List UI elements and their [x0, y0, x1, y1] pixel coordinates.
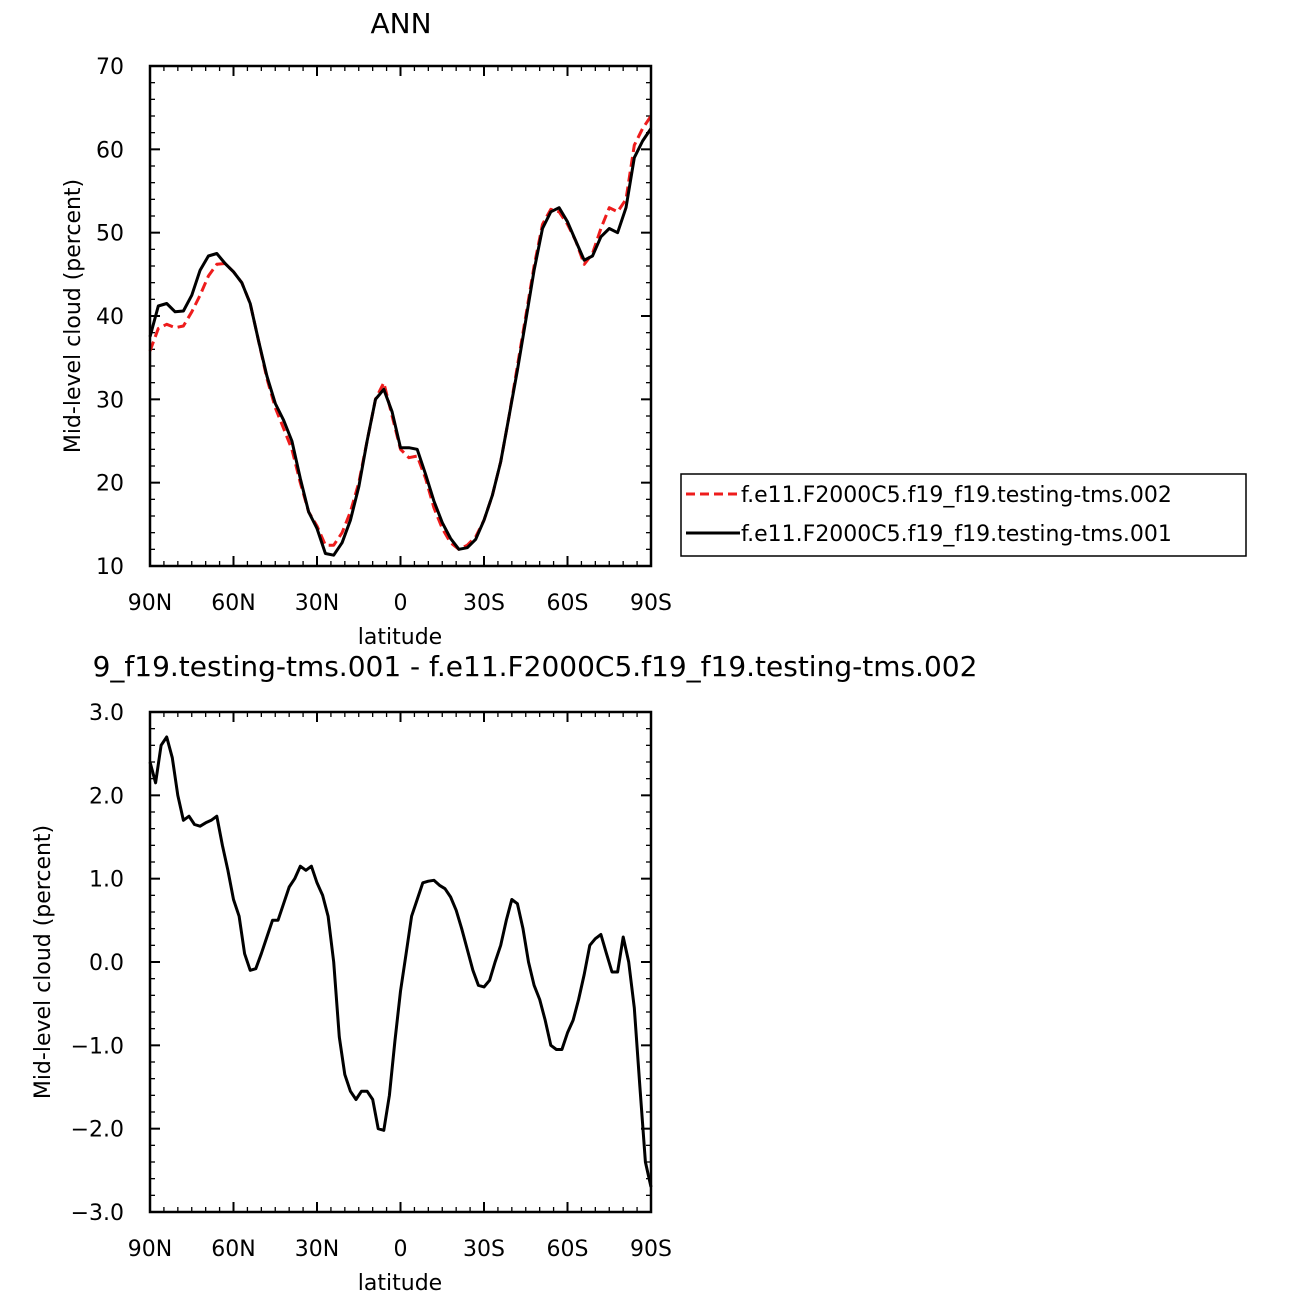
top-y-tick-label: 60 [96, 138, 124, 163]
bottom-x-tick-label: 90S [630, 1237, 672, 1262]
bottom-series-line-1 [148, 735, 653, 1188]
bottom-x-axis-label: latitude [358, 1271, 442, 1296]
bottom-y-tick-label: 0.0 [89, 951, 124, 976]
top-x-tick-label: 30N [295, 591, 339, 616]
bottom-x-tick-label: 60N [211, 1237, 255, 1262]
bottom-y-tick-label: −2.0 [71, 1118, 124, 1143]
top-x-tick-labels: 90N 60N 30N 0 30S 60S 90S [128, 591, 672, 616]
top-y-tick-label: 50 [96, 222, 124, 247]
top-y-tick-label: 40 [96, 305, 124, 330]
bottom-series-lines [148, 735, 653, 1188]
top-series-line-2 [148, 127, 653, 557]
top-y-tick-label: 10 [96, 555, 124, 580]
legend: f.e11.F2000C5.f19_f19.testing-tms.002 f.… [680, 473, 1247, 557]
bottom-y-tick-label: 3.0 [89, 701, 124, 726]
top-plot-frame [148, 64, 653, 568]
legend-entry-2: f.e11.F2000C5.f19_f19.testing-tms.001 [741, 522, 1172, 547]
bottom-x-tick-label: 0 [394, 1237, 408, 1262]
top-x-tick-label: 90S [630, 591, 672, 616]
top-series-lines [148, 115, 653, 557]
top-y-axis-label: Mid-level cloud (percent) [61, 179, 86, 453]
bottom-x-tick-label: 30N [295, 1237, 339, 1262]
top-axis-ticks [149, 65, 652, 567]
top-y-tick-label: 70 [96, 55, 124, 80]
bottom-chart-title: 9_f19.testing-tms.001 - f.e11.F2000C5.f1… [93, 650, 978, 683]
bottom-y-tick-label: −1.0 [71, 1034, 124, 1059]
top-y-tick-label: 20 [96, 472, 124, 497]
top-y-tick-label: 30 [96, 388, 124, 413]
bottom-chart-panel: 9_f19.testing-tms.001 - f.e11.F2000C5.f1… [31, 650, 977, 1296]
bottom-x-tick-label: 30S [463, 1237, 505, 1262]
top-x-tick-label: 60N [211, 591, 255, 616]
bottom-y-tick-label: 2.0 [89, 784, 124, 809]
bottom-y-axis-label: Mid-level cloud (percent) [31, 825, 56, 1099]
bottom-y-tick-label: −3.0 [71, 1201, 124, 1226]
legend-entry-1: f.e11.F2000C5.f19_f19.testing-tms.002 [741, 483, 1172, 508]
top-x-tick-label: 60S [547, 591, 589, 616]
top-x-tick-label: 30S [463, 591, 505, 616]
bottom-x-tick-labels: 90N 60N 30N 0 30S 60S 90S [128, 1237, 672, 1262]
bottom-y-tick-labels: −3.0 −2.0 −1.0 0.0 1.0 2.0 3.0 [71, 701, 124, 1226]
bottom-y-tick-label: 1.0 [89, 868, 124, 893]
legend-box [680, 473, 1247, 557]
bottom-axis-ticks [149, 711, 652, 1213]
top-y-tick-labels: 10 20 30 40 50 60 70 [96, 55, 124, 580]
bottom-plot-frame [148, 710, 653, 1214]
top-chart-panel: ANN 90N 60N 30N 0 30S 60S 90S 10 20 30 40 50 60 70 l… [61, 7, 1247, 650]
top-series-line-1 [148, 115, 653, 551]
bottom-x-tick-label: 90N [128, 1237, 172, 1262]
top-chart-title: ANN [370, 7, 431, 40]
top-x-tick-label: 0 [394, 591, 408, 616]
top-x-axis-label: latitude [358, 625, 442, 650]
top-x-tick-label: 90N [128, 591, 172, 616]
bottom-x-tick-label: 60S [547, 1237, 589, 1262]
